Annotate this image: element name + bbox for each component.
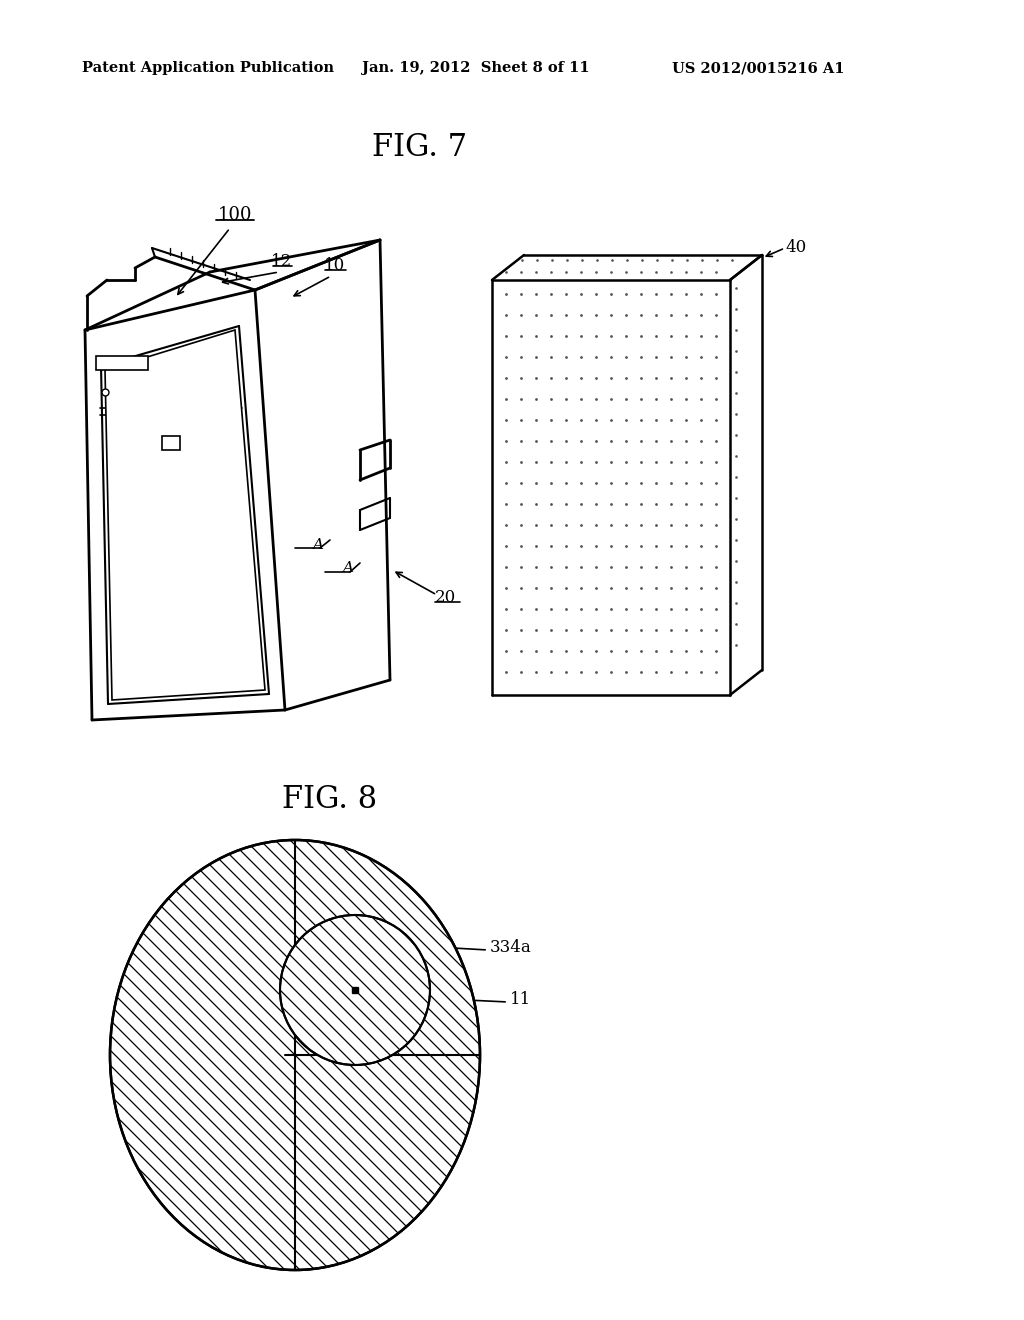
Polygon shape xyxy=(105,330,265,700)
Text: FIG. 7: FIG. 7 xyxy=(373,132,468,164)
Text: 40: 40 xyxy=(785,239,806,256)
Text: A: A xyxy=(342,561,353,576)
Text: 20: 20 xyxy=(435,590,457,606)
Ellipse shape xyxy=(110,840,480,1270)
Text: 12: 12 xyxy=(271,253,293,271)
Text: 100: 100 xyxy=(218,206,252,224)
Text: FIG. 8: FIG. 8 xyxy=(283,784,378,816)
Bar xyxy=(96,356,148,370)
Text: 334a: 334a xyxy=(490,940,531,957)
Text: A: A xyxy=(312,539,324,552)
Bar xyxy=(162,436,180,450)
Text: 11: 11 xyxy=(510,991,531,1008)
Circle shape xyxy=(280,915,430,1065)
Text: Jan. 19, 2012  Sheet 8 of 11: Jan. 19, 2012 Sheet 8 of 11 xyxy=(362,61,590,75)
Text: US 2012/0015216 A1: US 2012/0015216 A1 xyxy=(672,61,845,75)
Text: Patent Application Publication: Patent Application Publication xyxy=(82,61,334,75)
Text: 10: 10 xyxy=(325,256,346,273)
